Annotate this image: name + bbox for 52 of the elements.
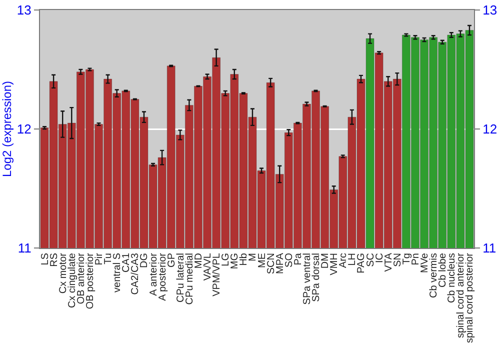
x-tick-label: OB anterior (76, 252, 87, 304)
x-tick-label: VMH (329, 253, 340, 276)
x-tick-label: MVe (420, 252, 431, 274)
x-tick-label: M (248, 253, 259, 262)
x-tick-label: A anterior (148, 252, 160, 296)
x-tick-label: VTA (383, 252, 394, 272)
x-tick-label: RS (48, 252, 60, 267)
x-tick-label: CA2/CA3 (130, 252, 142, 295)
y2-tick-label: 11 (482, 240, 496, 256)
x-tick-label: Arc (338, 253, 350, 268)
x-tick-label: Pn (410, 253, 422, 266)
x-tick-label: SCN (266, 253, 277, 274)
x-tick-label: SC (365, 253, 376, 267)
y-tick-label: 11 (18, 240, 32, 256)
x-tick-label: LG (220, 252, 232, 266)
x-tick-label: A posterior (157, 252, 168, 301)
x-tick-label: ventral S (112, 252, 124, 292)
x-tick-label: Hb (238, 252, 250, 266)
x-tick-label: CA1 (121, 252, 132, 272)
x-tick-label: CPu medial (184, 253, 196, 305)
y-tick-label: 12 (16, 122, 32, 137)
y-tick-label: 13 (16, 2, 32, 18)
x-tick-label: Cx motor (58, 252, 69, 294)
x-tick-label: Tg (401, 253, 412, 265)
x-tick-label: Tu (103, 253, 114, 264)
x-tick-label: DM (320, 253, 332, 269)
x-tick-label: Pa (292, 252, 304, 266)
x-tick-label: spinal cord anterior (456, 252, 467, 338)
x-tick-label: IC (374, 253, 386, 263)
x-tick-label: MPA (274, 252, 286, 274)
x-tick-label: Pir (94, 252, 106, 266)
x-tick-label: SN (392, 253, 404, 267)
x-tick-label: SO (284, 252, 295, 268)
x-tick-label: CPu lateral (175, 253, 186, 302)
x-tick-label: LH (347, 253, 358, 266)
x-tick-label: SPa dorsal (311, 253, 322, 302)
x-tick-label: spinal cord posterior (464, 252, 476, 344)
y-axis-title: Log2 (expression) (0, 80, 14, 178)
x-tick-label: Cb nucleus (446, 253, 458, 304)
x-tick-label: Cb lobe (438, 252, 449, 288)
x-tick-label: Cx cingulate (66, 252, 78, 308)
y2-tick-label: 13 (482, 2, 498, 18)
x-tick-label: LS (40, 252, 51, 266)
x-tick-label: PAG (356, 252, 368, 274)
y2-tick-label: 12 (482, 122, 498, 137)
x-tick-label: GP (166, 252, 178, 268)
x-tick-label: OB posterior (84, 252, 96, 310)
x-tick-label: ME (256, 252, 268, 268)
x-tick-label: DG (139, 252, 150, 268)
x-tick-label: VPM/VPL (212, 252, 223, 296)
x-tick-label: SPa ventral (302, 253, 313, 305)
x-tick-label: MD (193, 253, 204, 269)
